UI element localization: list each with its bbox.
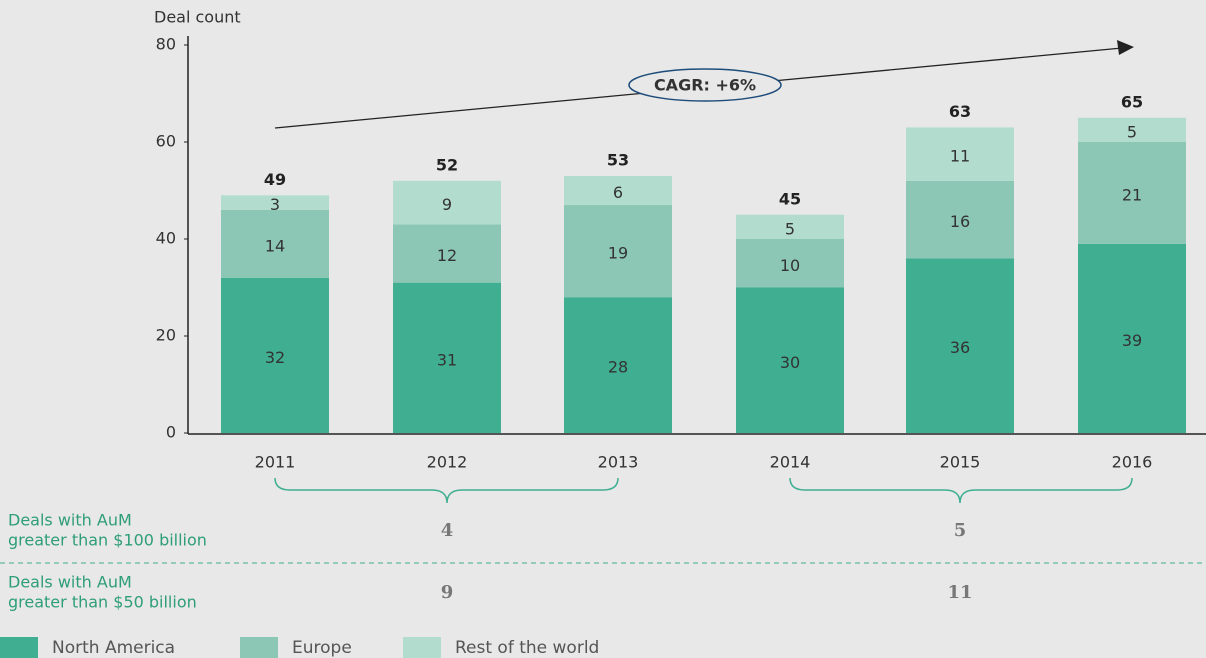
bar-segment [906,258,1014,433]
legend-swatch [403,637,441,658]
total-label: 53 [607,150,629,169]
y-tick-label: 0 [166,423,176,442]
segment-label: 16 [950,212,970,231]
row-value: 4 [441,520,454,541]
brace [274,477,619,504]
x-tick-label: 2015 [940,453,981,472]
bar-segment [906,180,1014,259]
bar-segment [393,282,501,433]
segment-label: 6 [613,183,623,202]
y-tick-label: 60 [156,132,176,151]
x-tick-label: 2011 [255,453,296,472]
segment-label: 31 [437,350,457,369]
legend-label: Europe [292,638,352,658]
bar-segment [1078,142,1186,244]
bar-segment [564,297,672,433]
row-value: 11 [947,582,972,603]
row-label: greater than $100 billion [8,531,207,550]
segment-label: 10 [780,256,800,275]
total-label: 63 [949,102,971,121]
brace [789,477,1133,504]
segment-label: 5 [1127,122,1137,141]
x-tick-label: 2013 [598,453,639,472]
y-tick-label: 40 [156,229,176,248]
y-tick-label: 20 [156,326,176,345]
total-label: 52 [436,155,458,174]
arrow-head [1117,40,1134,55]
bar-segment [221,195,329,210]
total-label: 65 [1121,92,1143,111]
segment-label: 28 [608,358,628,377]
x-tick-label: 2014 [770,453,811,472]
bar-segment [221,277,329,433]
bar-segment [906,127,1014,181]
segment-label: 32 [265,348,285,367]
bar-segment [736,214,844,239]
segment-label: 21 [1122,185,1142,204]
row-value: 9 [441,582,454,603]
segment-label: 30 [780,353,800,372]
segment-label: 36 [950,338,970,357]
x-tick-label: 2016 [1112,453,1153,472]
segment-label: 9 [442,195,452,214]
row-value: 5 [954,520,967,541]
bar-segment [393,180,501,225]
bar-segment [564,205,672,298]
segment-label: 3 [270,195,280,214]
bar-segment [1078,117,1186,142]
bar-segment [221,209,329,278]
y-axis-label: Deal count [154,8,241,27]
segment-label: 12 [437,246,457,265]
bar-segment [393,224,501,283]
annotation-ellipse [628,68,782,102]
row-label: greater than $50 billion [8,593,197,612]
segment-label: 11 [950,147,970,166]
row-label: Deals with AuM [8,573,132,592]
legend-swatch [0,637,38,658]
bar-segment [736,287,844,433]
segment-label: 39 [1122,331,1142,350]
y-tick-label: 80 [156,35,176,54]
segment-label: 14 [265,236,285,255]
bar-segment [564,175,672,206]
segment-label: 19 [608,244,628,263]
segment-label: 5 [785,219,795,238]
bar-segment [1078,243,1186,433]
legend-label: North America [52,638,175,658]
total-label: 45 [779,189,801,208]
x-tick-label: 2012 [427,453,468,472]
legend-swatch [240,637,278,658]
row-label: Deals with AuM [8,511,132,530]
legend-label: Rest of the world [455,638,599,658]
bar-segment [736,239,844,288]
annotation: CAGR: +6% [654,76,756,95]
total-label: 49 [264,170,286,189]
